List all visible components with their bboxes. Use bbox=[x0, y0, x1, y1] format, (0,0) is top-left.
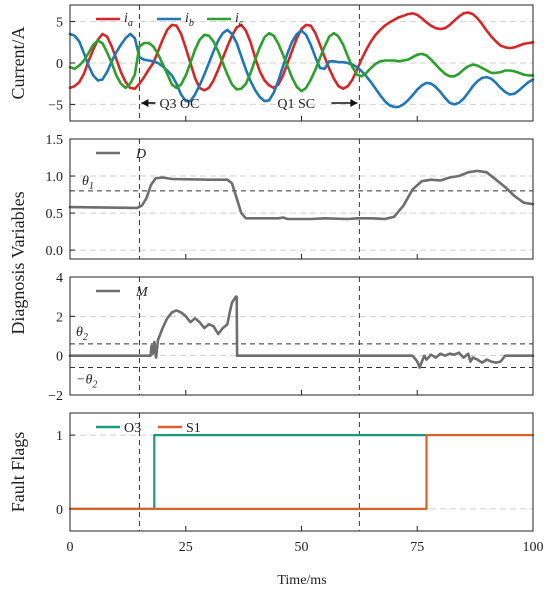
plots-layer: −5 0 5 ia ib ic 0.0 0.5 1.0 1.5 θ1 D −2 0 2 4 θ2 −θ2 M 0 1 O3… bbox=[46, 4, 544, 555]
ytick-label-currents: 5 bbox=[56, 16, 63, 31]
y-axis-labels: Current/A Diagnosis Variables Fault Flag… bbox=[8, 27, 28, 513]
series-M-M bbox=[68, 295, 535, 369]
ytick-label-flags: 1 bbox=[56, 429, 63, 444]
ytick-label-flags: 0 bbox=[56, 503, 63, 518]
panel-currents: −5 0 5 bbox=[48, 4, 535, 122]
axes-frame-D bbox=[69, 138, 534, 260]
ytick-label-D: 0.5 bbox=[46, 207, 64, 222]
panel-D: 0.0 0.5 1.0 1.5 bbox=[46, 133, 535, 260]
series-flags-S1 bbox=[68, 434, 535, 510]
annotation-arrowhead-q3 bbox=[141, 99, 149, 107]
ytick-label-currents: 0 bbox=[56, 57, 63, 72]
ytick-label-M: 0 bbox=[56, 350, 63, 365]
threshold-label-M: −θ2 bbox=[76, 372, 97, 390]
ytick-label-D: 1.5 bbox=[46, 133, 64, 148]
threshold-label-D: θ1 bbox=[82, 174, 94, 192]
legend-label-i_a: ia bbox=[124, 11, 133, 29]
legend-label-S1: S1 bbox=[186, 421, 201, 436]
panel-M: −2 0 2 4 bbox=[48, 271, 535, 404]
axes-frame-flags bbox=[69, 412, 534, 532]
legend-label-i_b: ib bbox=[185, 11, 194, 29]
xlabel-time: Time/ms bbox=[277, 573, 326, 588]
series-flags-O3 bbox=[68, 434, 428, 510]
ytick-label-D: 0.0 bbox=[46, 244, 64, 259]
ytick-label-currents: −5 bbox=[48, 98, 63, 113]
panel-flags: 0 1 O3 S1 bbox=[56, 412, 535, 532]
ylabel-fault-flags: Fault Flags bbox=[8, 432, 28, 513]
xtick-label: 100 bbox=[523, 540, 544, 555]
axes-frame-currents bbox=[69, 4, 534, 122]
ylabel-diagnosis: Diagnosis Variables bbox=[8, 191, 28, 334]
ytick-label-D: 1.0 bbox=[46, 170, 64, 185]
legend-label-D: D bbox=[135, 147, 146, 162]
threshold-label-M: θ2 bbox=[76, 325, 88, 343]
ytick-label-M: 2 bbox=[56, 310, 63, 325]
annotation-arrowhead-q1 bbox=[350, 99, 358, 107]
legend-label-i_c: ic bbox=[235, 11, 244, 29]
legend-label-O3: O3 bbox=[124, 421, 141, 436]
ylabel-current: Current/A bbox=[8, 27, 28, 100]
xtick-label: 25 bbox=[179, 540, 193, 555]
series-currents-i_b bbox=[68, 28, 535, 109]
xtick-label: 50 bbox=[295, 540, 309, 555]
annotation-q3-oc: Q3 OC bbox=[159, 97, 199, 112]
axes-frame-M bbox=[69, 276, 534, 396]
ytick-label-M: −2 bbox=[48, 389, 63, 404]
legend-label-M: M bbox=[135, 285, 149, 300]
series-currents-i_a bbox=[68, 11, 535, 92]
series-D-D bbox=[68, 169, 535, 221]
xtick-label: 0 bbox=[67, 540, 74, 555]
series-currents-i_c bbox=[68, 31, 535, 93]
xtick-label: 75 bbox=[410, 540, 424, 555]
ytick-label-M: 4 bbox=[56, 271, 63, 286]
annotation-q1-sc: Q1 SC bbox=[277, 97, 315, 112]
